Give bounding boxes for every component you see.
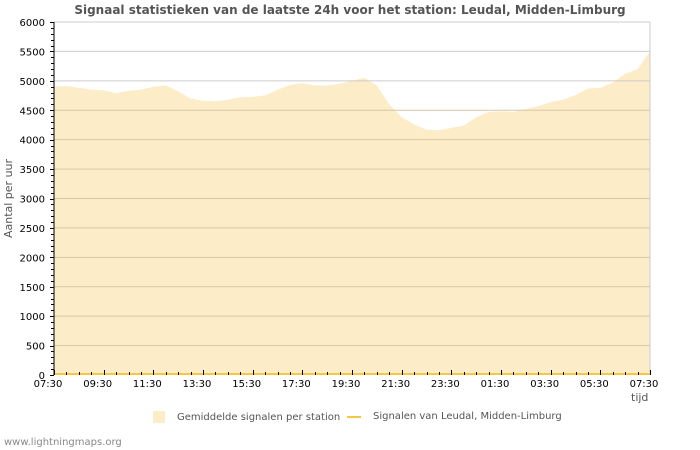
x-tick-label: 21:30 [381,379,410,390]
y-tick-label: 4000 [20,136,45,147]
x-tick-label: 15:30 [232,379,261,390]
y-tick-label: 500 [26,342,45,353]
legend-item-station[interactable]: Signalen van Leudal, Midden-Limburg [347,411,562,422]
line-swatch-icon [347,415,361,418]
x-tick-label: 13:30 [183,379,212,390]
y-tick-label: 4500 [20,106,45,117]
x-tick-label: 03:30 [530,379,559,390]
x-axis-label: tijd [631,391,649,404]
y-tick-label: 2000 [20,253,45,264]
area-swatch-icon [153,411,165,423]
y-tick-label: 3500 [20,165,45,176]
x-tick-label: 23:30 [431,379,460,390]
footer-link[interactable]: www.lightningmaps.org [4,437,122,448]
x-tick-label: 05:30 [580,379,609,390]
x-tick-label: 01:30 [481,379,510,390]
y-tick-label: 3000 [20,195,45,206]
x-tick-label: 19:30 [332,379,361,390]
y-tick-label: 6000 [20,18,45,29]
legend-label-average: Gemiddelde signalen per station [177,411,341,423]
y-tick-label: 5500 [20,47,45,58]
legend-label-station: Signalen van Leudal, Midden-Limburg [373,411,562,422]
x-tick-label: 07:30 [630,379,659,390]
y-axis-label: Aantal per uur [2,158,15,238]
x-tick-label: 17:30 [282,379,311,390]
y-tick-label: 5000 [20,77,45,88]
y-tick-label: 1000 [20,312,45,323]
chart-title: Signaal statistieken van de laatste 24h … [74,3,626,17]
y-tick-label: 0 [39,371,45,382]
average-area [54,51,650,376]
legend-item-average[interactable]: Gemiddelde signalen per station [153,411,340,423]
x-tick-label: 07:30 [34,379,63,390]
y-tick-label: 1500 [20,283,45,294]
x-tick-label: 11:30 [133,379,162,390]
x-tick-label: 09:30 [83,379,112,390]
y-tick-label: 2500 [20,224,45,235]
